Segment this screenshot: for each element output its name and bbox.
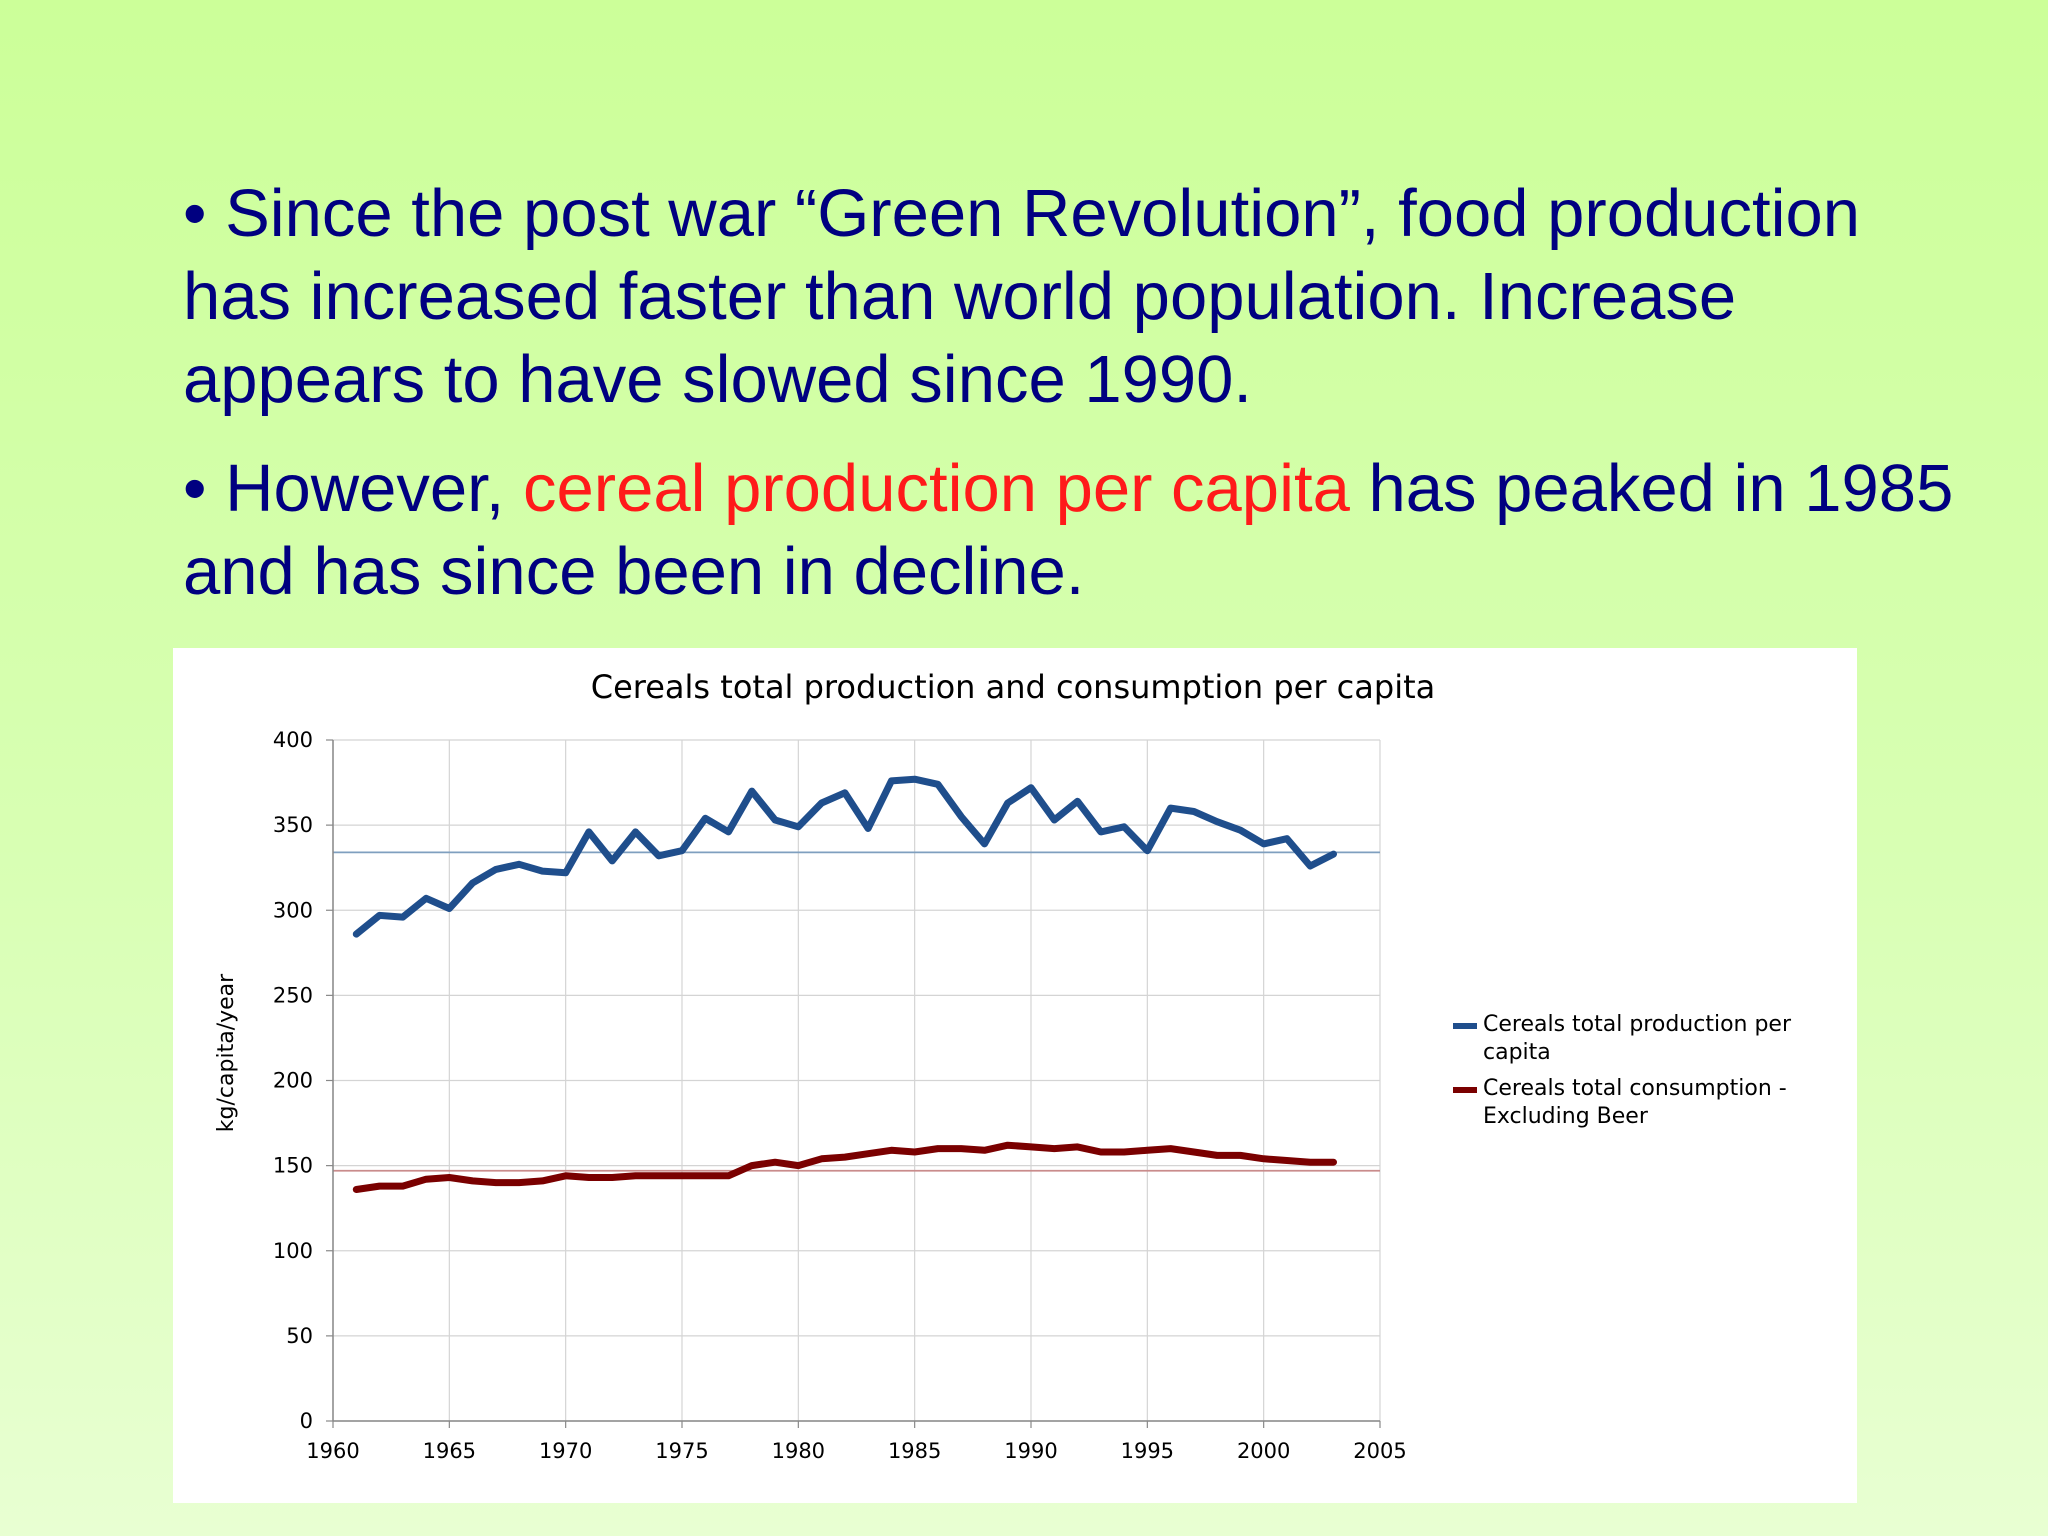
y-tick-label: 400 — [273, 728, 313, 752]
legend-item-consumption: Cereals total consumption - Excluding Be… — [1453, 1075, 1813, 1131]
chart-title: Cereals total production and consumption… — [591, 668, 1435, 706]
axes: 0 50 100 150 200 250 300 350 400 1960 1965 1970 1975… — [273, 728, 1407, 1463]
y-tick-label: 350 — [273, 813, 313, 837]
bullet-per-capita-decline: • However, cereal production per capita … — [183, 447, 1963, 613]
x-tick-label: 1975 — [655, 1439, 708, 1463]
legend-swatch-consumption — [1453, 1087, 1477, 1093]
legend-swatch-production — [1453, 1023, 1477, 1029]
bullet-marker: • — [183, 451, 207, 526]
bullet-highlight: cereal production per capita — [523, 451, 1350, 526]
reference-lines — [333, 851, 1380, 1172]
x-tick-label: 2005 — [1353, 1439, 1406, 1463]
y-tick-label: 250 — [273, 983, 313, 1007]
y-tick-label: 0 — [300, 1409, 313, 1433]
slide-text: • Since the post war “Green Revolution”,… — [183, 172, 1963, 613]
line-chart: Cereals total production and consumption… — [214, 668, 1435, 1463]
bullet-text: Since the post war “Green Revolution”, f… — [183, 176, 1861, 417]
x-tick-label: 1980 — [772, 1439, 825, 1463]
x-tick-label: 1995 — [1121, 1439, 1174, 1463]
y-axis-label: kg/capita/year — [214, 973, 239, 1132]
bullet-text-after: has peaked in 1985 and has since been in… — [183, 451, 1954, 609]
x-tick-label: 1990 — [1004, 1439, 1057, 1463]
x-tick-label: 1965 — [423, 1439, 476, 1463]
y-tick-label: 50 — [286, 1324, 313, 1348]
gridlines — [332, 739, 1381, 1422]
bullet-marker: • — [183, 176, 207, 251]
legend-label-consumption: Cereals total consumption - Excluding Be… — [1483, 1076, 1787, 1129]
x-tick-label: 1985 — [888, 1439, 941, 1463]
x-tick-label: 1960 — [306, 1439, 359, 1463]
y-tick-label: 300 — [273, 898, 313, 922]
legend-item-production: Cereals total production per capita — [1453, 1011, 1813, 1067]
y-tick-label: 100 — [273, 1239, 313, 1263]
bullet-production-growth: • Since the post war “Green Revolution”,… — [183, 172, 1963, 421]
series-line-production — [352, 775, 1337, 938]
x-tick-label: 1970 — [539, 1439, 592, 1463]
chart-legend: Cereals total production per capita Cere… — [1453, 1011, 1813, 1139]
y-tick-label: 200 — [273, 1069, 313, 1093]
bullet-text-before: However, — [206, 451, 523, 526]
legend-label-production: Cereals total production per capita — [1483, 1012, 1792, 1065]
y-tick-label: 150 — [273, 1154, 313, 1178]
x-tick-label: 2000 — [1237, 1439, 1290, 1463]
series-lines — [352, 775, 1337, 1193]
chart-panel: Cereals total production and consumption… — [173, 648, 1857, 1503]
series-line-consumption — [352, 1141, 1337, 1193]
